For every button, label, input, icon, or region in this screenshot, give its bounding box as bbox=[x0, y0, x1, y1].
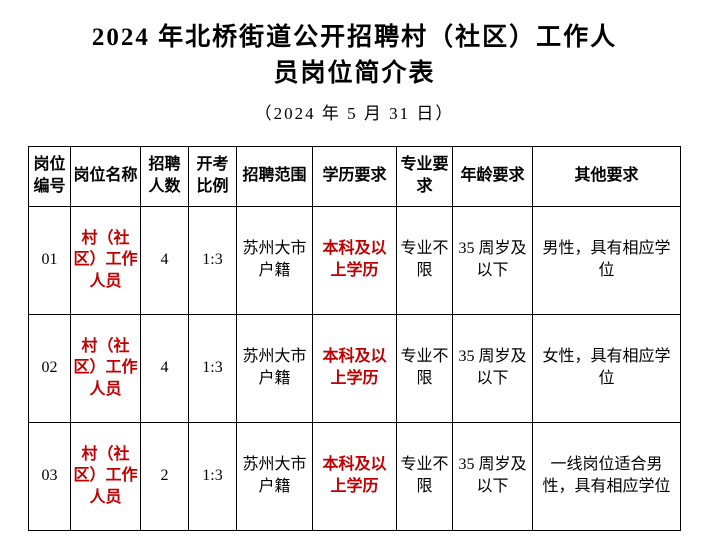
page-title: 2024 年北桥街道公开招聘村（社区）工作人 员岗位简介表 bbox=[28, 20, 681, 93]
col-header-edu: 学历要求 bbox=[313, 146, 397, 206]
col-header-name: 岗位名称 bbox=[71, 146, 141, 206]
cell-major: 专业不限 bbox=[397, 314, 453, 422]
cell-edu: 本科及以上学历 bbox=[313, 422, 397, 530]
cell-id: 03 bbox=[29, 422, 71, 530]
table-row: 01 村（社区）工作人员 4 1:3 苏州大市户籍 本科及以上学历 专业不限 3… bbox=[29, 206, 681, 314]
cell-edu: 本科及以上学历 bbox=[313, 314, 397, 422]
cell-major: 专业不限 bbox=[397, 422, 453, 530]
cell-other: 女性，具有相应学位 bbox=[533, 314, 681, 422]
table-header-row: 岗位编号 岗位名称 招聘人数 开考比例 招聘范围 学历要求 专业要求 年龄要求 … bbox=[29, 146, 681, 206]
cell-name: 村（社区）工作人员 bbox=[71, 314, 141, 422]
col-header-age: 年龄要求 bbox=[453, 146, 533, 206]
cell-other: 男性，具有相应学位 bbox=[533, 206, 681, 314]
positions-table: 岗位编号 岗位名称 招聘人数 开考比例 招聘范围 学历要求 专业要求 年龄要求 … bbox=[28, 146, 681, 531]
cell-age: 35 周岁及以下 bbox=[453, 422, 533, 530]
cell-scope: 苏州大市户籍 bbox=[237, 206, 313, 314]
cell-name: 村（社区）工作人员 bbox=[71, 206, 141, 314]
cell-ratio: 1:3 bbox=[189, 422, 237, 530]
cell-scope: 苏州大市户籍 bbox=[237, 422, 313, 530]
cell-ratio: 1:3 bbox=[189, 314, 237, 422]
cell-name: 村（社区）工作人员 bbox=[71, 422, 141, 530]
col-header-major: 专业要求 bbox=[397, 146, 453, 206]
table-row: 02 村（社区）工作人员 4 1:3 苏州大市户籍 本科及以上学历 专业不限 3… bbox=[29, 314, 681, 422]
col-header-id: 岗位编号 bbox=[29, 146, 71, 206]
cell-edu: 本科及以上学历 bbox=[313, 206, 397, 314]
col-header-num: 招聘人数 bbox=[141, 146, 189, 206]
cell-age: 35 周岁及以下 bbox=[453, 314, 533, 422]
col-header-other: 其他要求 bbox=[533, 146, 681, 206]
cell-num: 4 bbox=[141, 314, 189, 422]
cell-num: 4 bbox=[141, 206, 189, 314]
table-row: 03 村（社区）工作人员 2 1:3 苏州大市户籍 本科及以上学历 专业不限 3… bbox=[29, 422, 681, 530]
page-date: （2024 年 5 月 31 日） bbox=[28, 99, 681, 124]
cell-id: 01 bbox=[29, 206, 71, 314]
cell-id: 02 bbox=[29, 314, 71, 422]
cell-ratio: 1:3 bbox=[189, 206, 237, 314]
cell-num: 2 bbox=[141, 422, 189, 530]
title-line-2: 员岗位简介表 bbox=[273, 60, 435, 87]
col-header-scope: 招聘范围 bbox=[237, 146, 313, 206]
title-line-1: 2024 年北桥街道公开招聘村（社区）工作人 bbox=[92, 24, 617, 51]
cell-major: 专业不限 bbox=[397, 206, 453, 314]
cell-other: 一线岗位适合男性，具有相应学位 bbox=[533, 422, 681, 530]
cell-age: 35 周岁及以下 bbox=[453, 206, 533, 314]
col-header-ratio: 开考比例 bbox=[189, 146, 237, 206]
cell-scope: 苏州大市户籍 bbox=[237, 314, 313, 422]
